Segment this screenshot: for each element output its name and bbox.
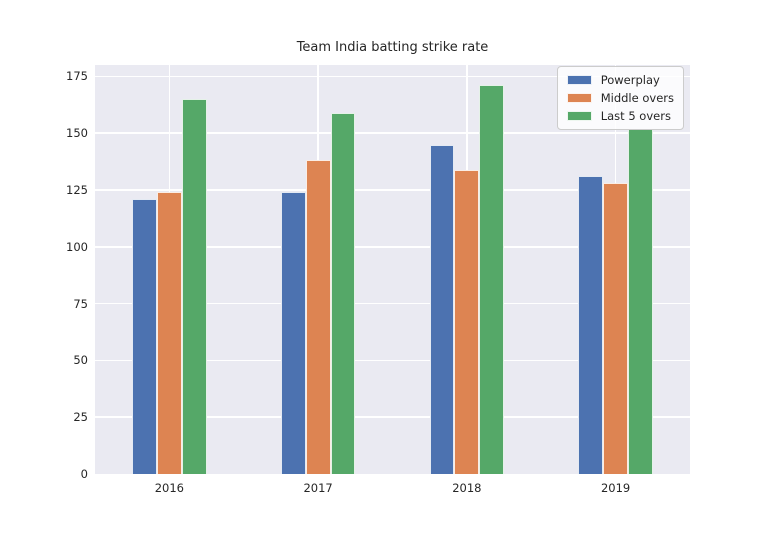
- bar-middle-overs-2018: [454, 169, 480, 474]
- legend-swatch-icon: [566, 111, 592, 121]
- bar-middle-overs-2019: [603, 183, 628, 474]
- bar-last-5-overs-2019: [628, 128, 653, 474]
- legend-label: Last 5 overs: [600, 109, 671, 123]
- legend-item-middle-overs: Middle overs: [566, 91, 674, 105]
- y-tick-label: 150: [66, 126, 88, 141]
- legend-label: Powerplay: [600, 73, 660, 87]
- bar-middle-overs-2016: [156, 192, 182, 474]
- chart-title: Team India batting strike rate: [296, 40, 489, 55]
- gridline-horizontal: [95, 189, 690, 191]
- bar-powerplay-2019: [578, 176, 604, 474]
- plot-area: [95, 65, 690, 474]
- legend-label: Middle overs: [600, 91, 674, 105]
- legend-item-last-5-overs: Last 5 overs: [566, 109, 674, 123]
- y-tick-label: 25: [73, 410, 88, 425]
- bar-powerplay-2018: [429, 144, 455, 474]
- legend-item-powerplay: Powerplay: [566, 73, 674, 87]
- y-tick-label: 175: [66, 69, 88, 84]
- gridline-horizontal: [95, 359, 690, 362]
- y-tick-label: 125: [66, 182, 88, 197]
- gridline-horizontal: [95, 302, 690, 305]
- legend-swatch-icon: [566, 93, 592, 103]
- legend: Powerplay Middle overs Last 5 overs: [556, 66, 684, 130]
- gridline-horizontal: [95, 75, 690, 78]
- x-tick-label: 2019: [600, 481, 631, 495]
- legend-swatch-icon: [566, 75, 592, 85]
- x-tick-label: 2016: [154, 481, 185, 495]
- gridline-horizontal: [95, 416, 690, 418]
- bar-last-5-overs-2016: [181, 99, 207, 474]
- gridline-horizontal: [95, 132, 690, 134]
- y-tick-label: 75: [73, 296, 88, 311]
- y-tick-label: 100: [66, 239, 88, 254]
- bar-middle-overs-2017: [305, 160, 331, 474]
- bar-powerplay-2016: [132, 199, 157, 474]
- x-tick-label: 2017: [303, 481, 333, 495]
- y-tick-label: 0: [80, 467, 88, 481]
- bar-last-5-overs-2018: [479, 85, 505, 474]
- y-tick-label: 50: [73, 353, 88, 368]
- bar-last-5-overs-2017: [330, 112, 356, 474]
- x-tick-label: 2018: [452, 481, 482, 495]
- bar-powerplay-2017: [280, 192, 306, 474]
- gridline-horizontal: [95, 246, 690, 248]
